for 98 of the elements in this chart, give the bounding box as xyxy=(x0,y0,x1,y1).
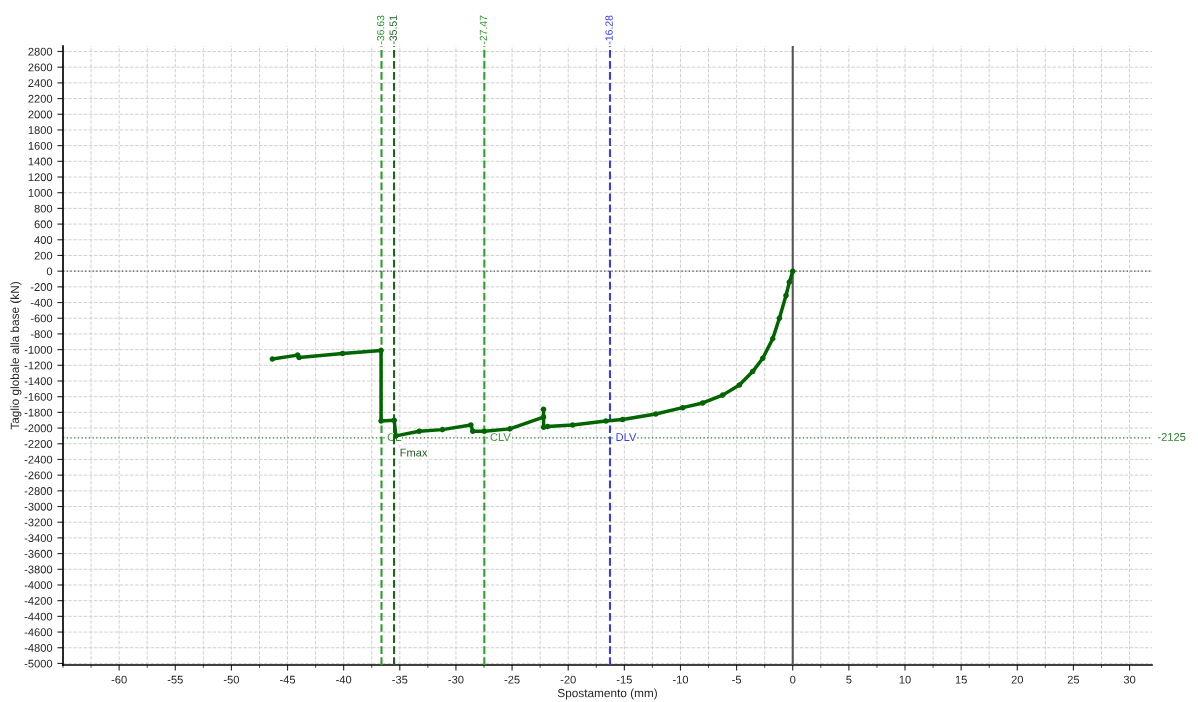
x-tick-label: 30 xyxy=(1123,675,1136,684)
y-tick-label: -400 xyxy=(30,298,53,307)
x-tick-label: 15 xyxy=(955,675,967,684)
y-axis-title: Taglio globale alla base (kN) xyxy=(10,282,22,430)
point xyxy=(470,428,476,434)
ref-line-label: CLV xyxy=(490,433,511,442)
y-tick-label: -2800 xyxy=(24,487,53,495)
y-tick-label: -4600 xyxy=(24,628,53,637)
y-tick-label: -1800 xyxy=(24,408,53,417)
x2-tick-label: -36.63 xyxy=(376,15,385,45)
x-tick-label: 25 xyxy=(1067,675,1080,684)
point xyxy=(759,355,766,362)
x-axis-title: Spostamento (mm) xyxy=(557,688,657,700)
x-tick-label: -35 xyxy=(392,675,408,684)
point xyxy=(416,428,422,434)
y-tick-label: -200 xyxy=(30,283,53,291)
point xyxy=(391,417,397,423)
x-tick-label: -25 xyxy=(504,675,520,684)
y-tick-label: 2600 xyxy=(28,63,53,72)
ref-line-label: -2125 xyxy=(1157,432,1186,441)
point xyxy=(269,356,276,362)
point xyxy=(439,426,446,433)
y-tick-label: -2200 xyxy=(24,440,53,448)
y-tick-label: -4000 xyxy=(24,581,53,590)
point xyxy=(378,418,384,424)
point xyxy=(789,268,796,274)
y-tick-label: -3400 xyxy=(24,534,53,543)
y-tick-label: 600 xyxy=(34,220,53,229)
x-tick-label: -45 xyxy=(280,675,296,684)
point xyxy=(339,350,346,357)
y-tick-label: -2000 xyxy=(24,424,53,433)
x-tick-label: -60 xyxy=(111,675,127,684)
point xyxy=(468,422,474,428)
point xyxy=(481,428,488,434)
x-tick-label: -20 xyxy=(560,675,576,684)
y-tick-label: -600 xyxy=(30,314,53,323)
y-tick-label: -3600 xyxy=(24,549,53,558)
ref-line-label: Fmax xyxy=(400,448,428,457)
x-tick-label: -50 xyxy=(223,675,239,684)
point xyxy=(540,406,547,413)
x2-tick-label: -27.47 xyxy=(479,15,488,45)
y-tick-label: -3800 xyxy=(24,565,53,574)
point xyxy=(679,404,686,411)
y-tick-label: -2600 xyxy=(24,471,53,480)
x-tick-label: -10 xyxy=(672,675,689,684)
point xyxy=(736,382,743,388)
y-tick-label: -1000 xyxy=(24,345,53,354)
y-tick-label: 800 xyxy=(34,204,53,213)
x-tick-label: 0 xyxy=(790,675,796,684)
point xyxy=(619,416,626,423)
y-tick-label: -5000 xyxy=(24,659,53,668)
y-tick-label: 1200 xyxy=(28,173,53,182)
y-tick-label: 200 xyxy=(34,251,53,260)
x-tick-label: -55 xyxy=(167,675,183,684)
x-tick-label: -5 xyxy=(732,675,742,684)
point xyxy=(569,422,576,428)
x2-tick-label: -35.51 xyxy=(389,15,397,45)
y-tick-label: 1400 xyxy=(28,157,53,166)
y-tick-label: -3000 xyxy=(24,502,53,511)
point xyxy=(786,279,793,285)
x-tick-label: -15 xyxy=(616,675,632,684)
y-tick-label: -3200 xyxy=(24,518,53,527)
y-tick-label: -4800 xyxy=(24,644,53,652)
x-tick-label: 20 xyxy=(1011,675,1024,684)
y-tick-label: -1400 xyxy=(24,377,53,386)
y-tick-label: 2800 xyxy=(28,47,53,56)
point xyxy=(769,335,776,342)
x-tick-label: -40 xyxy=(336,675,352,684)
x-tick-label: -30 xyxy=(448,675,464,684)
ref-line-label: DLV xyxy=(616,433,637,441)
point xyxy=(507,426,513,432)
y-tick-label: -4200 xyxy=(24,596,53,605)
y-tick-label: 1800 xyxy=(28,126,53,135)
y-tick-label: 2000 xyxy=(28,110,53,119)
y-tick-label: 1000 xyxy=(28,188,53,197)
y-tick-label: -4400 xyxy=(24,612,53,621)
y-tick-label: 0 xyxy=(46,267,53,276)
point xyxy=(540,424,547,431)
point xyxy=(540,414,547,420)
y-tick-label: 1600 xyxy=(28,141,53,150)
y-tick-label: 400 xyxy=(34,236,53,244)
y-tick-label: 2200 xyxy=(28,94,53,103)
point xyxy=(783,292,789,299)
y-tick-label: -1200 xyxy=(24,361,53,370)
point xyxy=(749,368,756,375)
y-tick-label: -2400 xyxy=(24,455,53,464)
y-tick-label: -800 xyxy=(30,330,53,339)
x-tick-label: 5 xyxy=(846,675,852,684)
x-tick-label: 10 xyxy=(899,675,911,684)
point xyxy=(603,418,609,424)
point xyxy=(776,315,783,322)
point xyxy=(699,400,706,406)
point xyxy=(719,392,726,398)
x2-tick-label: -16.28 xyxy=(605,15,613,45)
y-tick-label: -1600 xyxy=(24,392,53,401)
point xyxy=(378,347,384,354)
y-tick-label: 2400 xyxy=(28,79,53,88)
point xyxy=(653,411,659,417)
